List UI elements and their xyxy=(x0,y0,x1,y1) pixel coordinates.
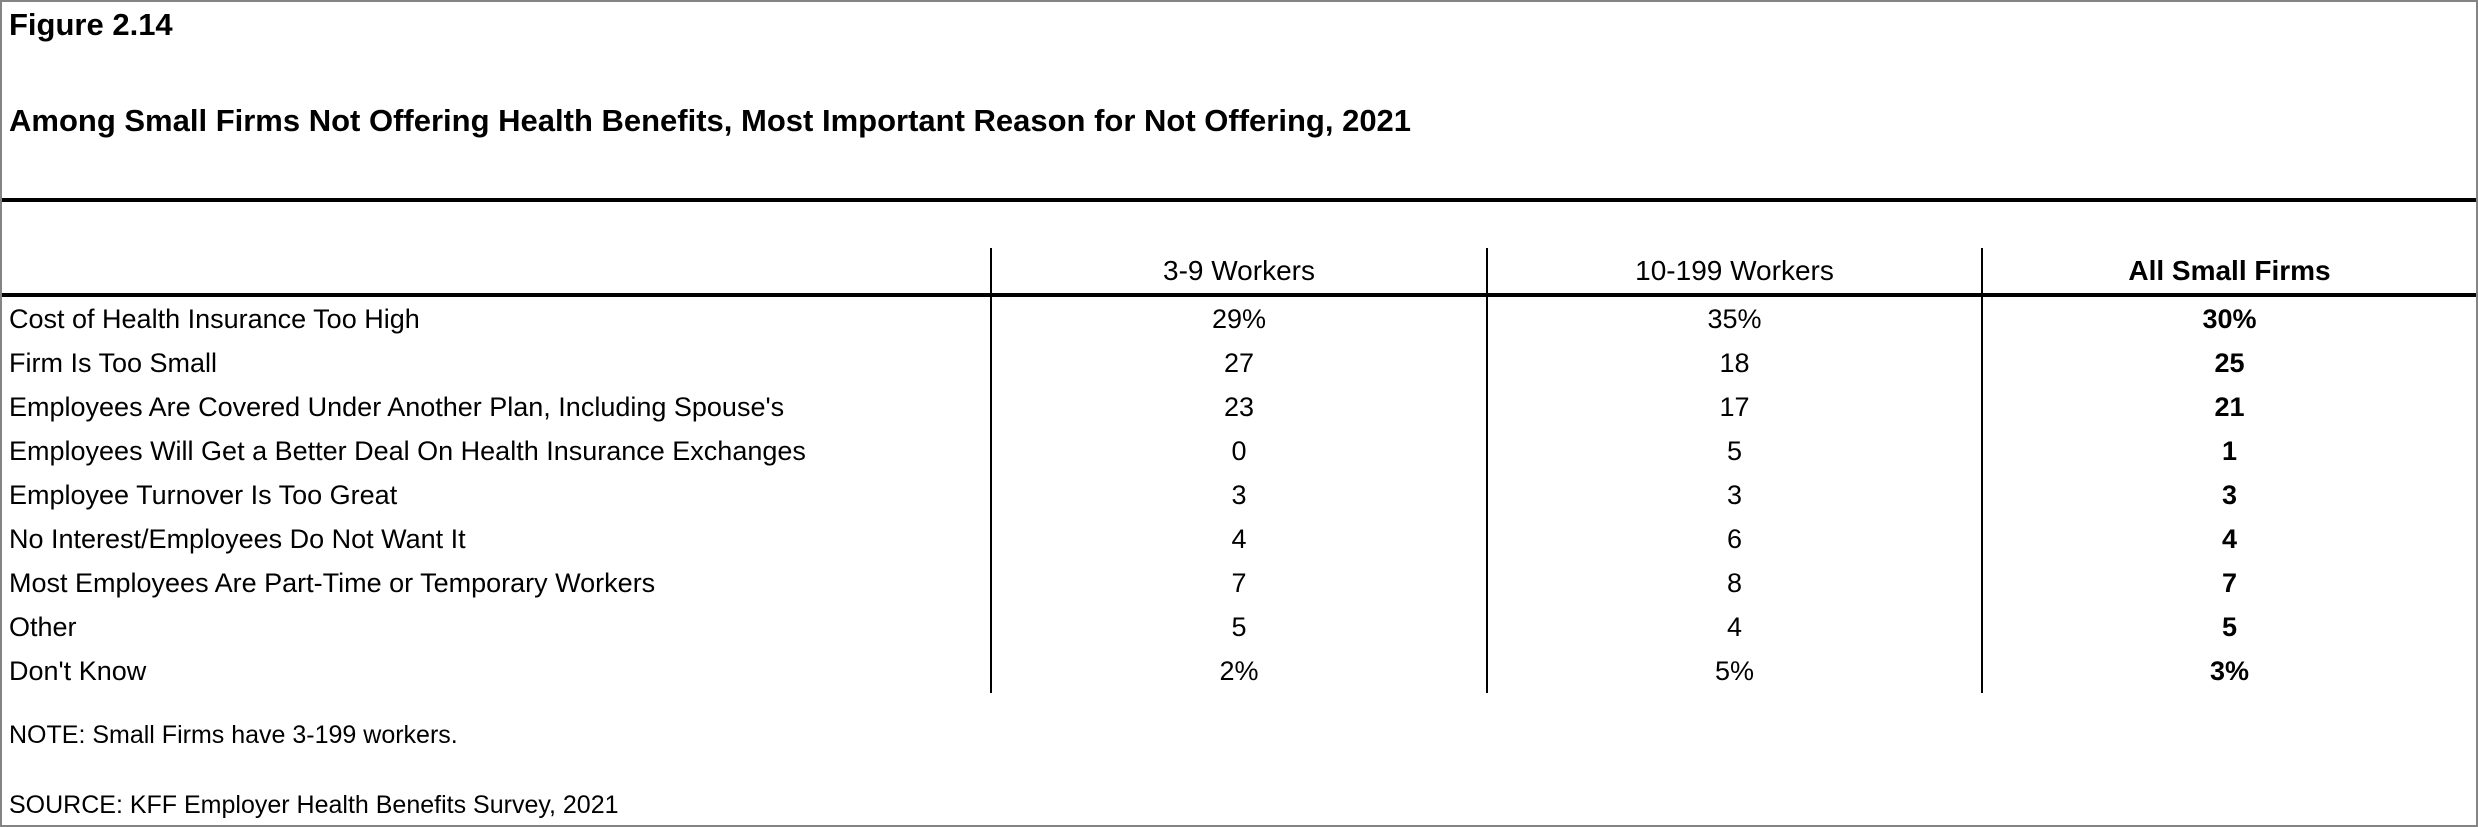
table-row: No Interest/Employees Do Not Want It 4 6 4 xyxy=(2,517,2476,561)
value-cell-10-199-workers: 5% xyxy=(1486,649,1981,693)
table-header-row: 3-9 Workers 10-199 Workers All Small Fir… xyxy=(2,248,2476,297)
row-label: Employee Turnover Is Too Great xyxy=(9,479,398,510)
value-cell-10-199-workers: 6 xyxy=(1486,517,1981,561)
value-cell-all-small-firms: 3% xyxy=(1981,649,2476,693)
column-header-10-199-workers: 10-199 Workers xyxy=(1486,248,1981,293)
value-cell-3-9-workers: 23 xyxy=(990,385,1486,429)
value-cell-10-199-workers: 8 xyxy=(1486,561,1981,605)
value-cell-all-small-firms: 7 xyxy=(1981,561,2476,605)
value-cell-all-small-firms: 1 xyxy=(1981,429,2476,473)
value-cell-10-199-workers: 4 xyxy=(1486,605,1981,649)
value-cell-3-9-workers: 0 xyxy=(990,429,1486,473)
row-label: Don't Know xyxy=(9,655,147,686)
row-label: Cost of Health Insurance Too High xyxy=(9,303,420,334)
value-cell-3-9-workers: 3 xyxy=(990,473,1486,517)
figure-title: Among Small Firms Not Offering Health Be… xyxy=(9,103,1412,138)
header-corner-cell xyxy=(2,248,990,293)
value-cell-3-9-workers: 4 xyxy=(990,517,1486,561)
value-cell-all-small-firms: 5 xyxy=(1981,605,2476,649)
source-text: SOURCE: KFF Employer Health Benefits Sur… xyxy=(9,791,619,819)
value-cell-10-199-workers: 18 xyxy=(1486,341,1981,385)
table-row: Most Employees Are Part-Time or Temporar… xyxy=(2,561,2476,605)
value-cell-10-199-workers: 3 xyxy=(1486,473,1981,517)
table-row: Employees Will Get a Better Deal On Heal… xyxy=(2,429,2476,473)
table-row: Employees Are Covered Under Another Plan… xyxy=(2,385,2476,429)
value-cell-10-199-workers: 17 xyxy=(1486,385,1981,429)
row-label: Employees Are Covered Under Another Plan… xyxy=(9,391,785,422)
table-row: Firm Is Too Small 27 18 25 xyxy=(2,341,2476,385)
value-cell-10-199-workers: 35% xyxy=(1486,297,1981,341)
row-label: Employees Will Get a Better Deal On Heal… xyxy=(9,435,806,466)
row-label: Other xyxy=(9,611,77,642)
table-row: Employee Turnover Is Too Great 3 3 3 xyxy=(2,473,2476,517)
table-body: Cost of Health Insurance Too High 29% 35% 3… xyxy=(2,297,2476,693)
note-text: NOTE: Small Firms have 3-199 workers. xyxy=(9,721,458,749)
title-divider-rule xyxy=(2,198,2476,202)
value-cell-all-small-firms: 3 xyxy=(1981,473,2476,517)
value-cell-all-small-firms: 30% xyxy=(1981,297,2476,341)
value-cell-10-199-workers: 5 xyxy=(1486,429,1981,473)
table-row: Other 5 4 5 xyxy=(2,605,2476,649)
figure-number-label: Figure 2.14 xyxy=(9,7,173,42)
table-row: Cost of Health Insurance Too High 29% 35% 3… xyxy=(2,297,2476,341)
value-cell-3-9-workers: 29% xyxy=(990,297,1486,341)
value-cell-3-9-workers: 2% xyxy=(990,649,1486,693)
value-cell-3-9-workers: 27 xyxy=(990,341,1486,385)
row-label: Most Employees Are Part-Time or Temporar… xyxy=(9,567,656,598)
value-cell-3-9-workers: 7 xyxy=(990,561,1486,605)
value-cell-3-9-workers: 5 xyxy=(990,605,1486,649)
value-cell-all-small-firms: 25 xyxy=(1981,341,2476,385)
table-row: Don't Know 2% 5% 3% xyxy=(2,649,2476,693)
reasons-table: 3-9 Workers 10-199 Workers All Small Fir… xyxy=(2,248,2476,693)
value-cell-all-small-firms: 21 xyxy=(1981,385,2476,429)
value-cell-all-small-firms: 4 xyxy=(1981,517,2476,561)
column-header-3-9-workers: 3-9 Workers xyxy=(990,248,1486,293)
row-label: Firm Is Too Small xyxy=(9,347,218,378)
column-header-all-small-firms: All Small Firms xyxy=(1981,248,2476,293)
row-label: No Interest/Employees Do Not Want It xyxy=(9,523,466,554)
